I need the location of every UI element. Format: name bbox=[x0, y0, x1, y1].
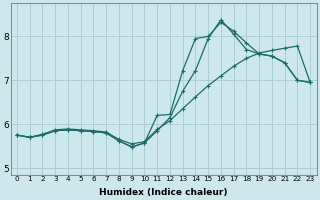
X-axis label: Humidex (Indice chaleur): Humidex (Indice chaleur) bbox=[99, 188, 228, 197]
